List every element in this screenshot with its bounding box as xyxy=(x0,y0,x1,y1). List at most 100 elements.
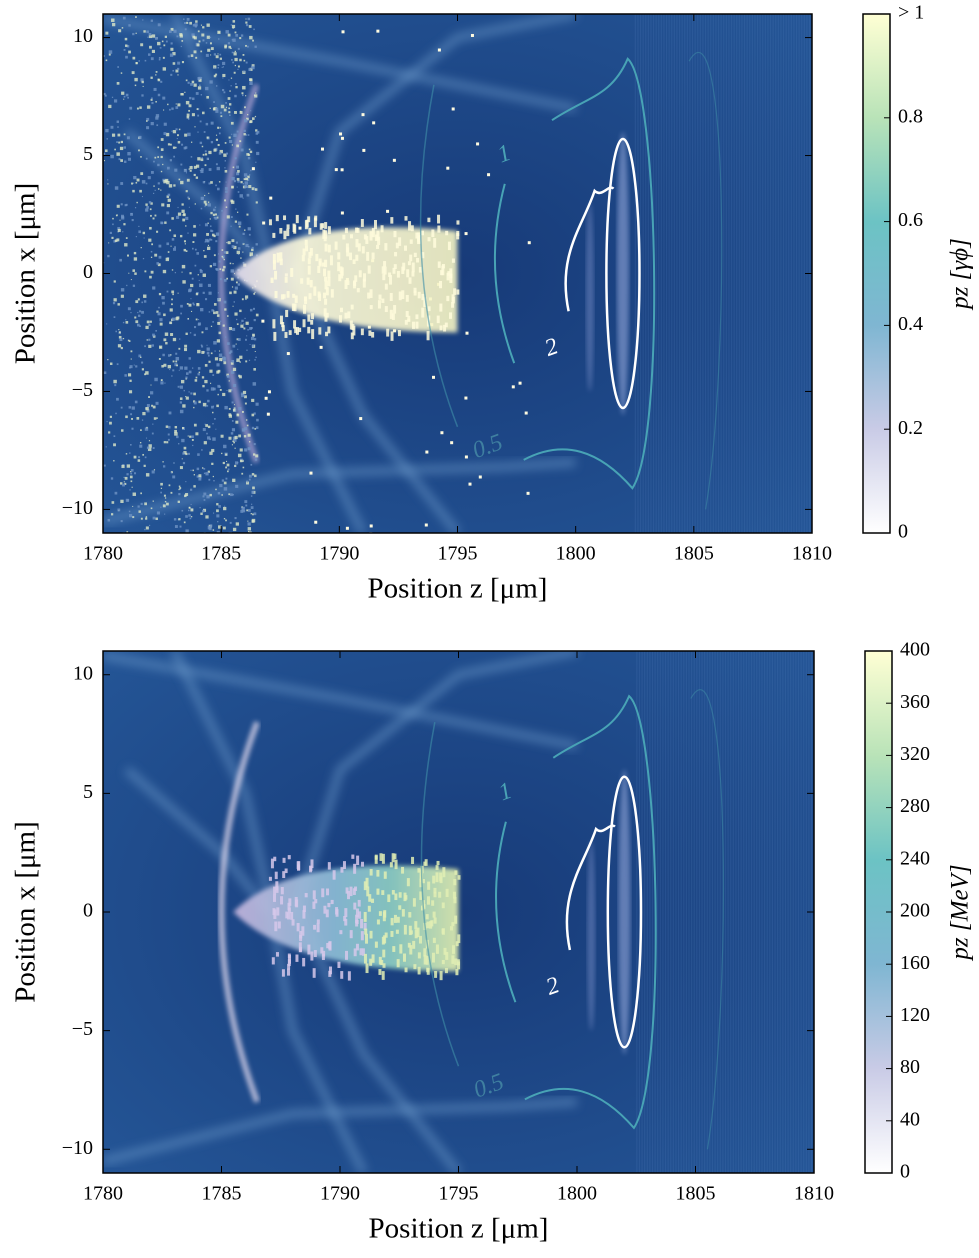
speckle xyxy=(202,273,206,277)
beam-particle xyxy=(444,322,448,328)
speckle xyxy=(189,169,192,172)
speckle xyxy=(166,203,170,208)
speckle xyxy=(132,56,136,60)
speckle xyxy=(222,77,224,79)
speckle xyxy=(108,104,112,109)
speckle xyxy=(193,423,197,427)
speckle xyxy=(123,481,125,483)
speckle xyxy=(162,504,166,508)
speckle xyxy=(117,126,119,128)
beam-particle xyxy=(439,280,443,289)
speckle xyxy=(187,509,190,512)
speckle xyxy=(213,101,215,103)
speckle xyxy=(246,424,249,427)
speckle xyxy=(234,312,238,316)
speckle xyxy=(136,178,140,182)
beam-particle xyxy=(398,905,402,910)
beam-particle xyxy=(413,964,417,970)
speckle xyxy=(164,513,166,515)
speckle xyxy=(139,310,142,313)
speckle xyxy=(217,64,220,66)
speckle xyxy=(179,487,182,489)
speckle xyxy=(253,318,256,322)
beam-particle xyxy=(327,277,331,287)
speckle xyxy=(218,385,221,388)
speckle xyxy=(195,92,199,95)
speckle xyxy=(112,302,116,305)
speckle xyxy=(194,203,196,205)
speckle xyxy=(127,96,129,99)
beam-particle xyxy=(275,881,279,891)
speckle xyxy=(180,379,185,384)
beam-particle xyxy=(435,872,439,883)
stripe xyxy=(676,14,678,533)
speckle xyxy=(235,420,239,424)
beam-particle xyxy=(402,953,406,962)
speckle xyxy=(125,55,128,59)
stripe xyxy=(655,14,657,533)
stripe xyxy=(651,651,654,1173)
speckle xyxy=(165,425,169,428)
speckle xyxy=(236,358,240,362)
speckle xyxy=(213,65,217,69)
speckle xyxy=(243,133,246,136)
speckle xyxy=(243,129,246,132)
speckle xyxy=(229,90,231,92)
beam-particle xyxy=(285,309,289,318)
beam-particle xyxy=(361,861,365,867)
speckle xyxy=(109,231,112,235)
speckle xyxy=(173,462,175,464)
contour xyxy=(495,821,517,1003)
speckle xyxy=(113,280,116,283)
speckle xyxy=(169,369,171,371)
speckle xyxy=(133,455,137,459)
beam-particle xyxy=(423,297,427,308)
speckle xyxy=(178,492,181,496)
speckle xyxy=(121,91,125,95)
speckle xyxy=(137,311,139,314)
beam-particle xyxy=(411,262,415,273)
speckle xyxy=(245,504,248,507)
speckle xyxy=(226,463,230,467)
speckle xyxy=(139,106,142,109)
speckle xyxy=(139,189,142,193)
speckle xyxy=(131,71,135,75)
speckle xyxy=(244,317,246,319)
beam-particle xyxy=(447,241,451,251)
speckle xyxy=(173,184,176,187)
speckle xyxy=(167,251,170,253)
speckle xyxy=(201,168,204,171)
speckle xyxy=(209,369,213,373)
speckle xyxy=(142,411,146,416)
speckle xyxy=(113,298,117,302)
speckle xyxy=(146,126,150,130)
speckle xyxy=(167,193,171,197)
beam-particle xyxy=(291,303,295,311)
speckle xyxy=(148,344,152,348)
speckle xyxy=(123,95,126,98)
stripe xyxy=(693,651,695,1173)
beam-particle xyxy=(313,924,317,930)
speckle xyxy=(162,67,167,71)
speckle xyxy=(212,411,214,414)
speckle xyxy=(171,375,173,377)
speckle xyxy=(169,354,172,356)
speckle xyxy=(188,168,190,170)
speckle xyxy=(158,357,161,360)
speckle xyxy=(149,208,152,211)
beam-particle xyxy=(443,947,447,955)
speckle xyxy=(215,232,220,236)
stripe xyxy=(762,14,764,533)
beam-particle xyxy=(281,325,285,332)
speckle xyxy=(340,136,344,140)
speckle xyxy=(116,152,120,156)
speckle xyxy=(156,310,159,313)
speckle xyxy=(244,500,248,504)
beam-particle xyxy=(357,243,361,252)
stripe xyxy=(816,651,817,1173)
beam-particle xyxy=(292,293,296,298)
beam-particle xyxy=(344,280,348,289)
speckle xyxy=(164,500,167,503)
speckle xyxy=(143,300,147,303)
speckle xyxy=(250,463,253,466)
